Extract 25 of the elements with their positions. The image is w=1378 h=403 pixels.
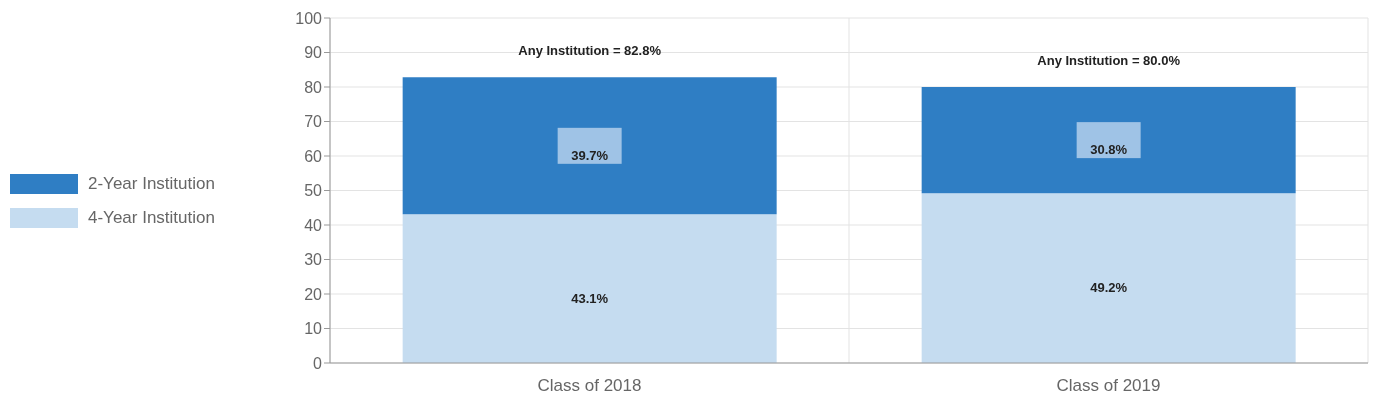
- x-tick-label: Class of 2018: [537, 376, 642, 396]
- y-tick-label: 40: [304, 216, 323, 234]
- y-tick-label: 20: [304, 285, 323, 303]
- total-label: Any Institution = 80.0%: [1037, 53, 1181, 68]
- y-tick-label: 70: [304, 113, 323, 131]
- data-label: 49.2%: [1090, 280, 1128, 296]
- y-tick-label: 60: [304, 147, 323, 165]
- legend-label: 2-Year Institution: [88, 173, 215, 194]
- bar: [921, 193, 1296, 363]
- legend-label: 4-Year Institution: [88, 207, 215, 228]
- y-tick-label: 100: [295, 9, 323, 27]
- bar: [402, 77, 777, 215]
- y-tick-label: 50: [304, 182, 323, 200]
- data-label: 39.7%: [571, 147, 609, 163]
- data-label: 30.8%: [1090, 142, 1128, 158]
- x-tick-label: Class of 2019: [1056, 376, 1161, 396]
- bar: [402, 214, 777, 363]
- y-tick-label: 10: [304, 320, 323, 338]
- y-tick-label: 90: [304, 44, 323, 62]
- y-tick-label: 30: [304, 251, 323, 269]
- data-label: 43.1%: [571, 290, 609, 306]
- y-tick-label: 0: [313, 354, 323, 372]
- bar: [921, 87, 1296, 194]
- total-label: Any Institution = 82.8%: [518, 43, 662, 59]
- y-tick-label: 80: [304, 78, 323, 96]
